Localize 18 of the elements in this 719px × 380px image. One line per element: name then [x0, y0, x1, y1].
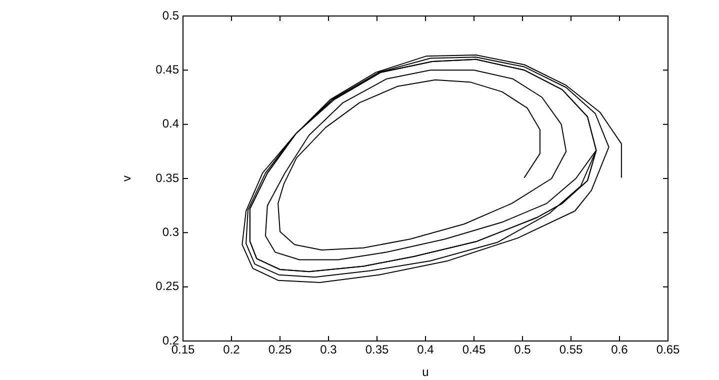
y-tick-label: 0.3 [162, 224, 180, 239]
x-tick-label: 0.2 [223, 342, 240, 357]
x-tick-label: 0.45 [462, 342, 486, 357]
x-tick-label: 0.65 [656, 342, 680, 357]
y-axis-title: v [120, 176, 134, 182]
x-tick-label: 0.5 [514, 342, 532, 357]
x-tick-label: 0.4 [417, 342, 434, 357]
x-axis-title: u [422, 365, 429, 380]
x-tick-label: 0.55 [559, 342, 583, 357]
y-tick-label: 0.35 [156, 170, 180, 185]
y-tick-label: 0.5 [162, 8, 180, 22]
y-tick-label: 0.4 [162, 116, 180, 131]
y-tick-label: 0.25 [156, 279, 180, 294]
x-tick-label: 0.6 [611, 342, 628, 357]
x-tick-label: 0.35 [365, 342, 389, 357]
x-tick-label: 0.3 [320, 342, 338, 357]
y-tick-label: 0.45 [156, 62, 180, 76]
x-tick-label: 0.25 [268, 342, 292, 357]
